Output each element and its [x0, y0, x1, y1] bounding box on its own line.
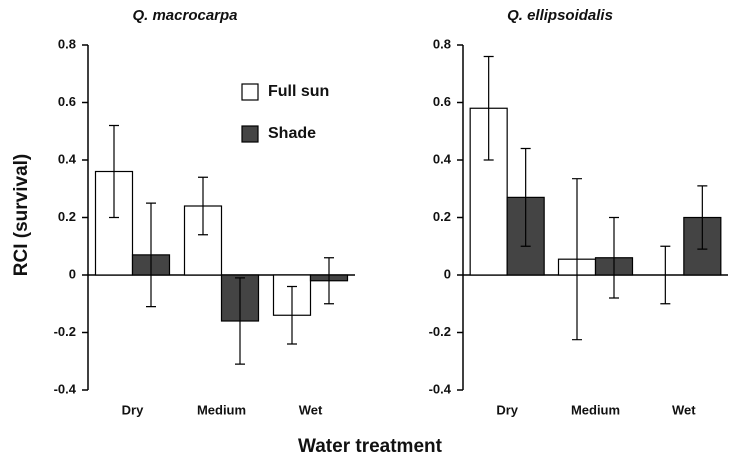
y-tick-label: 0.6 [58, 94, 76, 109]
error-bar [287, 285, 297, 345]
y-tick-label: 0.6 [433, 94, 451, 109]
y-tick-label: -0.2 [54, 324, 76, 339]
chart-title: Q. ellipsoidalis [507, 7, 613, 24]
y-tick-label: 0 [444, 266, 451, 281]
error-bar [483, 55, 494, 161]
chart-title: Q. macrocarpa [132, 7, 237, 24]
error-bar [324, 257, 334, 305]
x-tick-label: Wet [672, 402, 696, 417]
error-bar [198, 176, 208, 236]
legend-swatch [241, 83, 259, 101]
x-tick-label: Medium [197, 402, 246, 417]
error-bar [697, 185, 708, 250]
y-tick-label: 0.8 [433, 36, 451, 51]
y-tick-label: -0.4 [54, 381, 77, 396]
legend-swatch [241, 125, 259, 143]
y-tick-label: 0.4 [433, 151, 452, 166]
y-tick-label: -0.4 [429, 381, 452, 396]
x-axis-label: Water treatment [298, 436, 443, 457]
error-bar [235, 277, 245, 365]
y-tick-label: 0.8 [58, 36, 76, 51]
y-tick-label: -0.2 [429, 324, 451, 339]
error-bar [109, 124, 119, 219]
x-tick-label: Medium [571, 402, 620, 417]
error-bar [660, 245, 671, 305]
error-bar [572, 178, 582, 341]
error-bar [520, 147, 531, 247]
error-bar [146, 202, 156, 308]
y-tick-label: 0.2 [433, 209, 451, 224]
y-axis-label: RCI (survival) [11, 154, 32, 276]
y-tick-label: 0.4 [58, 151, 77, 166]
error-bar [609, 216, 619, 299]
x-tick-label: Dry [122, 402, 144, 417]
legend-label: Full sun [268, 83, 329, 100]
x-tick-label: Wet [299, 402, 323, 417]
y-tick-label: 0 [69, 266, 76, 281]
x-tick-label: Dry [496, 402, 518, 417]
y-tick-label: 0.2 [58, 209, 76, 224]
legend-label: Shade [268, 125, 316, 142]
